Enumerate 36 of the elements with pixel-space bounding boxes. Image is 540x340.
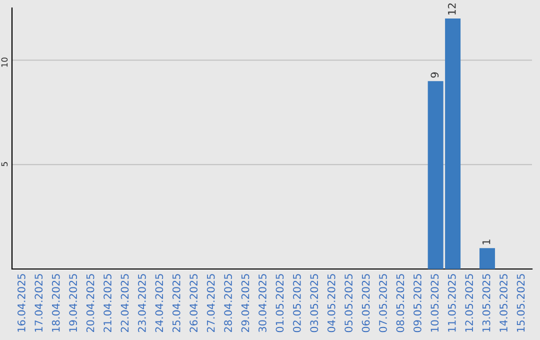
x-tick-label: 18.04.2025	[52, 274, 60, 332]
data-label: 9	[430, 72, 439, 78]
x-tick-label: 06.05.2025	[362, 274, 370, 332]
x-tick-label: 09.05.2025	[414, 274, 422, 332]
x-tick-label: 08.05.2025	[396, 274, 404, 332]
x-tick-label: 11.05.2025	[448, 274, 456, 332]
data-label: 12	[448, 3, 456, 15]
x-tick-label: 16.04.2025	[17, 274, 26, 332]
x-tick-label: 29.04.2025	[241, 274, 250, 332]
x-tick-label: 30.04.2025	[258, 274, 266, 332]
x-tick-label: 03.05.2025	[310, 274, 318, 332]
x-tick-label: 27.04.2025	[206, 274, 215, 332]
y-tick-label: 10	[1, 58, 8, 67]
x-tick-label: 22.04.2025	[120, 274, 129, 332]
x-tick-label: 07.05.2025	[379, 274, 387, 332]
x-tick-label: 13.05.2025	[482, 274, 490, 332]
x-tick-label: 14.05.2025	[500, 274, 508, 332]
x-tick-label: 20.04.2025	[86, 274, 94, 332]
data-label: 1	[482, 240, 490, 244]
x-tick-label: 01.05.2025	[276, 274, 284, 332]
x-tick-label: 05.05.2025	[344, 274, 353, 332]
x-tick-label: 24.04.2025	[155, 274, 164, 332]
x-tick-label: 21.04.2025	[104, 274, 112, 332]
x-tick-label: 28.04.2025	[224, 274, 232, 332]
x-tick-label: 26.04.2025	[190, 274, 198, 332]
x-tick-label: 19.04.2025	[69, 274, 78, 332]
x-tick-label: 17.04.2025	[34, 274, 43, 332]
x-tick-label: 15.05.2025	[516, 274, 525, 332]
bar	[479, 248, 495, 269]
x-tick-label: 04.05.2025	[327, 274, 336, 332]
x-tick-label: 23.04.2025	[138, 274, 146, 332]
x-tick-label: 25.04.2025	[172, 274, 180, 332]
x-tick-label: 10.05.2025	[430, 274, 439, 332]
y-tick-label: 5	[1, 162, 8, 166]
x-tick-label: 02.05.2025	[292, 274, 301, 332]
x-tick-label: 12.05.2025	[465, 274, 474, 332]
